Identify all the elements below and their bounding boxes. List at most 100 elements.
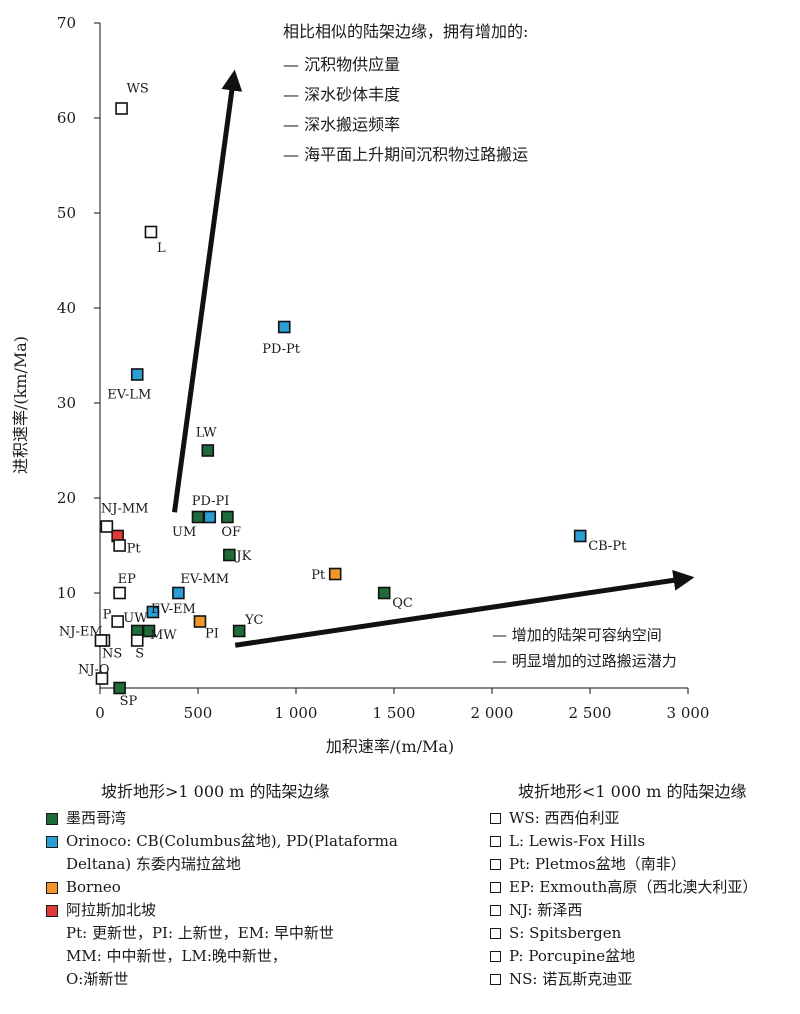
legend-item-p: P: Porcupine盆地 (490, 945, 795, 968)
point-marker (144, 225, 158, 239)
point-label: L (157, 241, 166, 256)
point-marker (130, 368, 144, 381)
point-marker (113, 586, 126, 600)
point-label: PD-PI (192, 494, 230, 509)
point-label: YC (244, 613, 263, 628)
point-marker (277, 320, 291, 334)
y-tick-label: 30 (57, 394, 76, 412)
green-swatch (46, 813, 58, 825)
x-tick-label: 1 500 (373, 704, 416, 722)
x-tick-label: 1 000 (275, 704, 318, 722)
point-label: NS (102, 647, 122, 662)
point-label: NJ-EM (59, 625, 103, 640)
legend-item-l: L: Lewis-Fox Hills (490, 830, 795, 853)
point-marker (142, 624, 156, 638)
legend-right-title: 坡折地形<1 000 m 的陆架边缘 (518, 782, 747, 801)
upper-annotation-item: — 沉积物供应量 (283, 55, 400, 74)
point-marker (113, 681, 126, 695)
scatter-chart: 0 500 1 000 1 500 2 000 2 500 3 000 10 20 30 40 50 6… (11, 14, 710, 756)
point-label: UW (123, 611, 148, 626)
point-label: SP (120, 694, 138, 709)
point-marker (111, 615, 124, 628)
point-label: NJ-O (78, 663, 110, 678)
upper-annotation-item: — 深水砂体丰度 (283, 85, 400, 104)
upper-annotation-item: — 海平面上升期间沉积物过路搬运 (283, 145, 528, 164)
trend-arrow (234, 569, 695, 648)
y-tick-label: 50 (57, 204, 76, 222)
point-label: S (135, 647, 144, 662)
legend-item-orinoco: Orinoco: CB(Columbus盆地), PD(Plataforma D… (46, 830, 486, 876)
point-label: QC (392, 596, 413, 611)
point-marker (94, 634, 108, 647)
point-marker (113, 539, 126, 552)
legend-note: Pt: 更新世，PI: 上新世，EM: 早中新世 (66, 924, 334, 942)
point-label: EV-LM (107, 388, 151, 403)
point-label: EV-MM (180, 572, 229, 587)
blue-swatch (46, 836, 58, 848)
hollow-swatch (490, 928, 501, 939)
lower-annotation-item: — 增加的陆架可容纳空间 (492, 626, 662, 644)
point-marker (221, 510, 234, 524)
upper-annotation-title: 相比相似的陆架边缘，拥有增加的: (283, 22, 528, 41)
lower-annotation-item: — 明显增加的过路搬运潜力 (492, 652, 677, 670)
point-marker (201, 444, 215, 457)
y-tick-label: 60 (57, 109, 76, 127)
point-label: UM (172, 525, 196, 540)
point-label: MW (150, 628, 177, 643)
legend-item-alaska: 阿拉斯加北坡 (46, 899, 486, 922)
hollow-swatch (490, 905, 501, 916)
point-marker (100, 520, 114, 533)
point-label: Pt (311, 568, 326, 583)
annotations: 相比相似的陆架边缘，拥有增加的: — 沉积物供应量 — 深水砂体丰度 — 深水搬… (283, 22, 677, 670)
legend-note: O:渐新世 (66, 970, 129, 988)
legend-item-ep: EP: Exmouth高原（西北澳大利亚） (490, 876, 795, 899)
point-label: PI (205, 627, 219, 642)
legend-item-ws: WS: 西西伯利亚 (490, 807, 795, 830)
x-tick-label: 0 (95, 704, 105, 722)
hollow-swatch (490, 974, 501, 985)
hollow-swatch (490, 859, 501, 870)
point-marker (95, 672, 109, 685)
point-label: LW (196, 426, 218, 441)
point-marker (203, 510, 217, 524)
y-tick-label: 10 (57, 584, 76, 602)
point-marker (172, 586, 185, 600)
point-label: PD-Pt (262, 342, 301, 357)
hollow-swatch (490, 813, 501, 824)
point-label: Pt (127, 542, 142, 557)
point-label: P (103, 608, 112, 623)
point-label: EV-EM (151, 602, 196, 617)
legend-right: 坡折地形<1 000 m 的陆架边缘 WS: 西西伯利亚 L: Lewis-Fo… (490, 780, 795, 991)
point-label: OF (221, 525, 241, 540)
y-tick-label: 70 (57, 14, 76, 32)
orange-swatch (46, 882, 58, 894)
point-label: CB-Pt (588, 539, 627, 554)
point-marker (328, 567, 342, 581)
point-marker (223, 548, 236, 562)
hollow-swatch (490, 951, 501, 962)
y-tick-label: 40 (57, 299, 76, 317)
trend-arrows (172, 69, 695, 648)
point-marker (232, 624, 246, 638)
legend-item-borneo: Borneo (46, 876, 486, 899)
legend-item-pt: Pt: Pletmos盆地（南非） (490, 853, 795, 876)
legend-item-s: S: Spitsbergen (490, 922, 795, 945)
y-tick-label: 20 (57, 489, 76, 507)
point-marker (377, 586, 391, 600)
upper-annotation-item: — 深水搬运频率 (283, 115, 400, 134)
x-axis-label: 加积速率/(m/Ma) (326, 737, 454, 756)
legend-item-nj: NJ: 新泽西 (490, 899, 795, 922)
legend-note: MM: 中中新世，LM:晚中新世， (66, 947, 287, 965)
x-tick-label: 500 (184, 704, 213, 722)
axes: 0 500 1 000 1 500 2 000 2 500 3 000 10 20 30 40 50 6… (57, 14, 710, 722)
point-marker (130, 634, 144, 647)
point-marker (573, 529, 587, 543)
point-marker (193, 615, 207, 628)
x-tick-label: 3 000 (667, 704, 710, 722)
legend-item-gulf-of-mexico: 墨西哥湾 (46, 807, 486, 830)
legend-left: 坡折地形>1 000 m 的陆架边缘 墨西哥湾 Orinoco: CB(Colu… (46, 780, 486, 991)
point-marker (115, 102, 128, 115)
legend-left-title: 坡折地形>1 000 m 的陆架边缘 (101, 782, 330, 801)
red-swatch (46, 905, 58, 917)
data-points: WS L PD-Pt EV-LM LW NJ-MM Pt UM PD-PI OF JK CB-Pt Pt… (59, 82, 627, 710)
